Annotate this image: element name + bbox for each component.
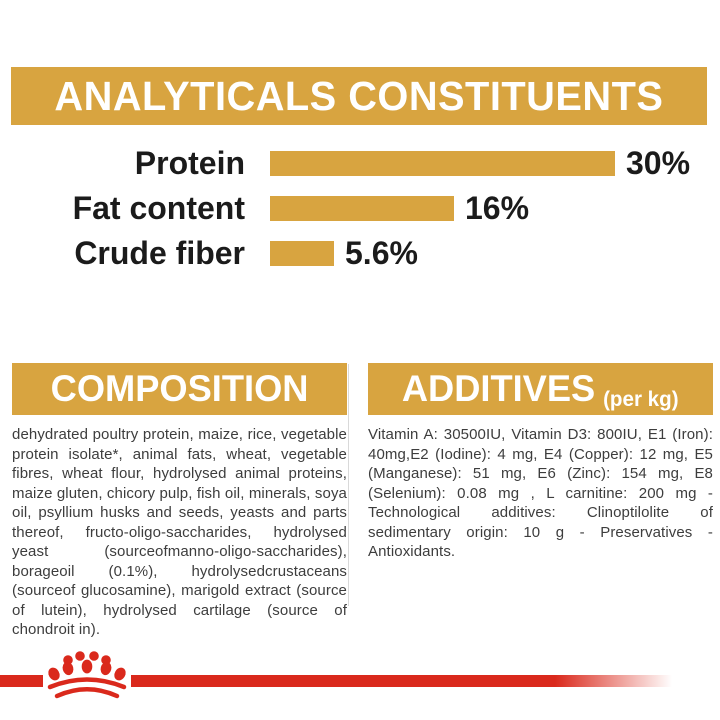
chart-category-label: Crude fiber: [74, 234, 245, 271]
chart-category-label: Protein: [134, 144, 245, 181]
additives-title: ADDITIVES (per kg): [402, 368, 679, 411]
chart-bar: [270, 240, 334, 266]
chart-row-fat-content: Fat content 16%: [0, 189, 720, 226]
column-divider: [348, 364, 349, 606]
analyticals-chart: Protein 30% Fat content 16% Crude fiber 5.6%: [0, 144, 720, 271]
chart-value-label: 30%: [626, 144, 691, 181]
royal-canin-crown-icon: [47, 651, 127, 699]
chart-value-label: 5.6%: [345, 234, 418, 271]
red-stripe-left: [0, 675, 43, 687]
chart-bar: [270, 195, 454, 221]
chart-value-label: 16%: [465, 189, 530, 226]
additives-text: Vitamin A: 30500IU, Vitamin D3: 800IU, E…: [368, 426, 713, 560]
composition-banner: COMPOSITION: [12, 363, 347, 415]
composition-text: dehydrated poultry protein, maize, rice,…: [12, 426, 347, 638]
chart-bar: [270, 150, 615, 176]
additives-subtitle: (per kg): [603, 388, 679, 411]
additives-column: ADDITIVES (per kg) Vitamin A: 30500IU, Vi…: [368, 363, 713, 562]
additives-banner: ADDITIVES (per kg): [368, 363, 713, 415]
analyticals-banner: ANALYTICALS CONSTITUENTS: [11, 67, 707, 125]
analyticals-title: ANALYTICALS CONSTITUENTS: [54, 72, 664, 119]
chart-category-label: Fat content: [72, 189, 245, 226]
chart-row-protein: Protein 30%: [0, 144, 720, 181]
chart-row-crude-fiber: Crude fiber 5.6%: [0, 234, 720, 271]
additives-title-text: ADDITIVES: [402, 368, 596, 409]
composition-column: COMPOSITION dehydrated poultry protein, …: [12, 363, 347, 640]
composition-title: COMPOSITION: [50, 368, 309, 409]
red-stripe-right: [131, 675, 689, 687]
